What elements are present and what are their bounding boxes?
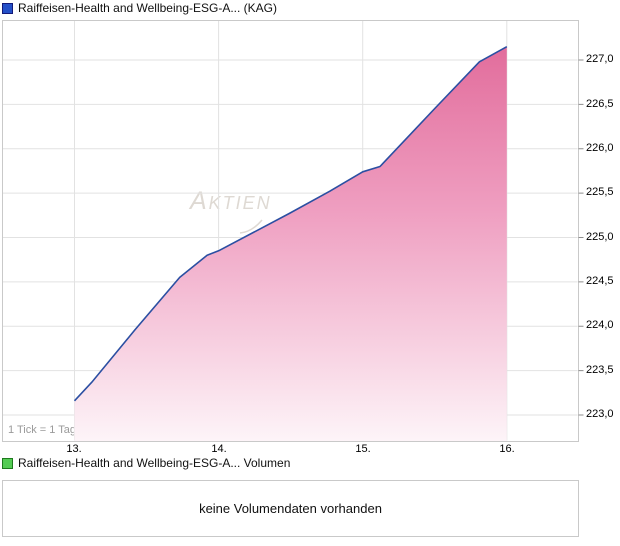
price-series-label: Raiffeisen-Health and Wellbeing-ESG-A...… bbox=[18, 1, 278, 15]
y-axis-label: 226,0 bbox=[586, 142, 614, 154]
x-axis-label: 13. bbox=[66, 443, 82, 455]
price-plot-area bbox=[2, 20, 579, 442]
x-axis-label: 14. bbox=[211, 443, 227, 455]
y-axis-label: 227,0 bbox=[586, 53, 614, 65]
y-axis-label: 224,5 bbox=[586, 275, 614, 287]
volume-series-label: Raiffeisen-Health and Wellbeing-ESG-A...… bbox=[18, 456, 291, 470]
y-axis-label: 223,0 bbox=[586, 408, 614, 420]
price-series-swatch-icon bbox=[2, 2, 13, 14]
volume-chart-legend: Raiffeisen-Health and Wellbeing-ESG-A...… bbox=[2, 456, 290, 470]
volume-empty-message: keine Volumendaten vorhanden bbox=[199, 501, 382, 516]
y-axis-label: 224,0 bbox=[586, 319, 614, 331]
x-axis-label: 15. bbox=[355, 443, 371, 455]
y-axis-label: 225,5 bbox=[586, 186, 614, 198]
y-axis-label: 223,5 bbox=[586, 364, 614, 376]
volume-panel: keine Volumendaten vorhanden bbox=[2, 480, 579, 537]
watermark: Aktien bbox=[190, 187, 272, 215]
price-chart-legend: Raiffeisen-Health and Wellbeing-ESG-A...… bbox=[2, 1, 277, 15]
y-axis-label: 225,0 bbox=[586, 231, 614, 243]
x-axis-label: 16. bbox=[499, 443, 515, 455]
y-axis-ticks bbox=[578, 59, 584, 416]
volume-series-swatch-icon bbox=[2, 457, 13, 469]
y-axis-label: 226,5 bbox=[586, 98, 614, 110]
tick-interval-note: 1 Tick = 1 Tag bbox=[8, 424, 76, 436]
